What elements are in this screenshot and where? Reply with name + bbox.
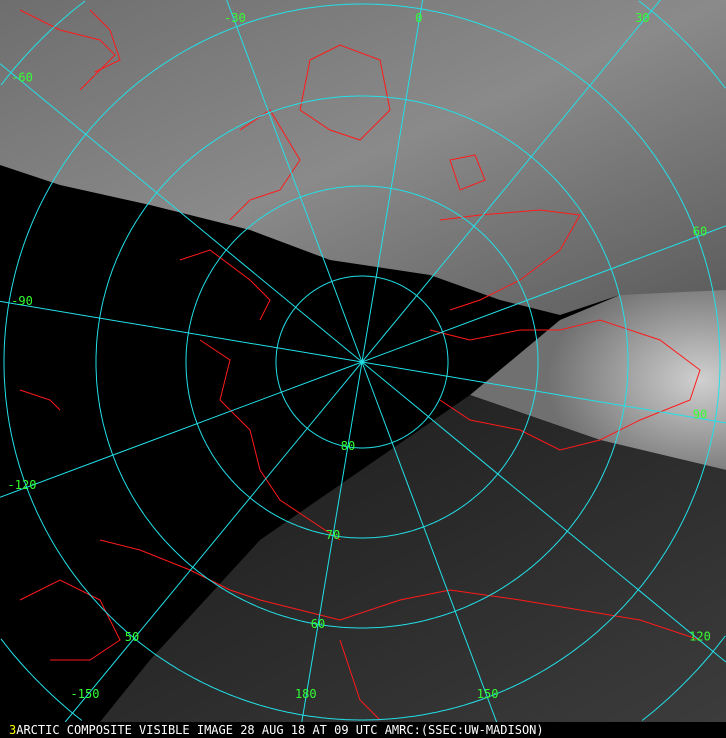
coastline xyxy=(19,9,116,91)
coastline xyxy=(19,579,121,661)
longitude-label: 90 xyxy=(693,408,707,422)
coastline xyxy=(89,9,121,73)
meridian--60 xyxy=(0,63,363,363)
meridian-90 xyxy=(361,361,726,424)
coastline xyxy=(429,319,701,451)
longitude-label: -120 xyxy=(8,478,37,492)
longitude-label: 60 xyxy=(693,225,707,239)
latitude-circle-40 xyxy=(0,0,726,721)
latitude-circle-80 xyxy=(275,275,449,449)
meridian-150 xyxy=(361,361,498,722)
meridian-0 xyxy=(361,0,424,363)
latitude-label: 60 xyxy=(311,617,325,631)
longitude-label: -90 xyxy=(11,294,33,308)
coastline xyxy=(339,639,381,721)
meridian-30 xyxy=(361,0,661,363)
meridian-120 xyxy=(361,361,726,663)
coastline xyxy=(449,154,486,191)
longitude-label: 30 xyxy=(635,11,649,25)
coastline xyxy=(179,249,271,321)
coastline xyxy=(199,339,341,541)
coastline xyxy=(439,209,581,311)
longitude-label: 0 xyxy=(415,11,422,25)
longitude-label: 120 xyxy=(689,630,711,644)
longitude-label: -30 xyxy=(224,11,246,25)
cloud-imagery-north xyxy=(0,0,726,315)
image-caption: 3ARCTIC COMPOSITE VISIBLE IMAGE 28 AUG 1… xyxy=(0,722,726,738)
meridian-60 xyxy=(361,225,726,363)
meridian-180 xyxy=(301,361,363,722)
coastline xyxy=(19,389,61,411)
daylight-imagery-east xyxy=(470,290,726,470)
latitude-label: 70 xyxy=(326,528,340,542)
latitude-label: 80 xyxy=(341,439,355,453)
latitude-circle-60 xyxy=(95,95,629,629)
longitude-label: -60 xyxy=(11,71,33,85)
latitude-circle-50 xyxy=(3,3,721,721)
meridian--90 xyxy=(0,300,363,363)
map-canvas: 0 30 60 90 120 150 180 -150 -120 -90 -60 -30 80 70 60 5… xyxy=(0,0,726,722)
latitude-circle-70 xyxy=(185,185,539,539)
caption-text: ARCTIC COMPOSITE VISIBLE IMAGE 28 AUG 18… xyxy=(16,723,544,737)
meridian--120 xyxy=(0,361,363,498)
latitude-label: 50 xyxy=(125,630,139,644)
frame-number: 3 xyxy=(9,723,17,737)
longitude-label: 180 xyxy=(295,687,317,701)
longitude-label: -150 xyxy=(71,687,100,701)
meridian--150 xyxy=(64,361,363,722)
longitude-label: 150 xyxy=(477,687,499,701)
meridian--30 xyxy=(226,0,363,363)
graticule xyxy=(0,0,726,722)
imagery-south xyxy=(100,395,726,722)
graticule-labels: 0 30 60 90 120 150 180 -150 -120 -90 -60 -30 80 70 60 5… xyxy=(8,11,711,701)
coastlines xyxy=(19,9,701,721)
coastline xyxy=(299,44,391,141)
coastline xyxy=(229,109,301,221)
